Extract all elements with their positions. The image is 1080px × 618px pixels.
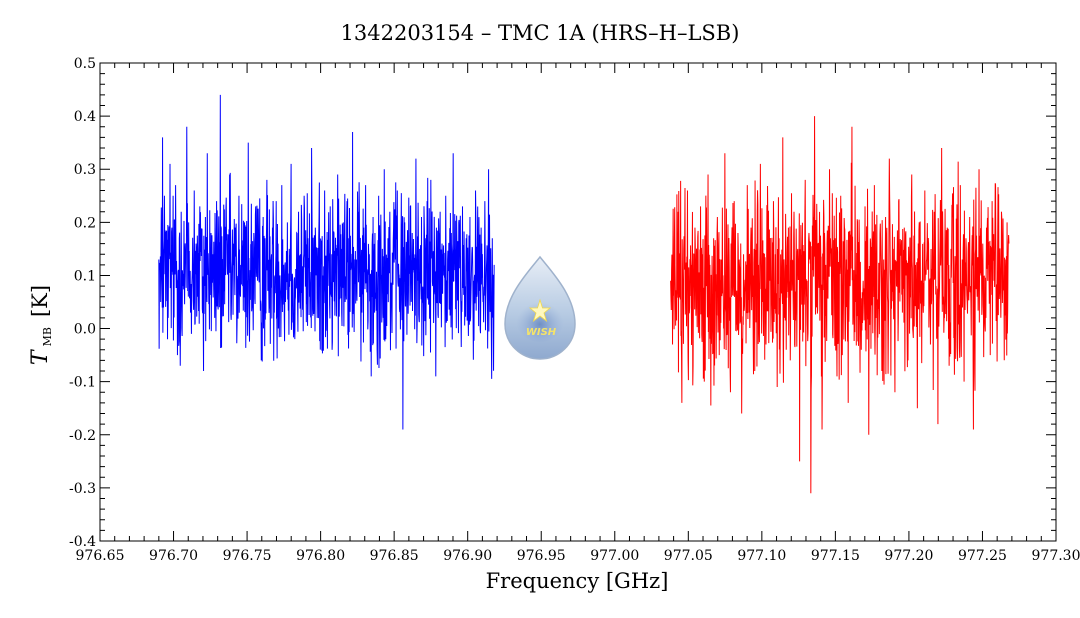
x-tick-label: 977.10: [737, 548, 786, 564]
y-tick-label: -0.1: [69, 375, 96, 391]
tick-marks: [99, 62, 1057, 542]
y-axis-unit: [K]: [28, 285, 52, 317]
x-axis-label: Frequency [GHz]: [486, 569, 669, 593]
series-line-2: [670, 116, 1010, 494]
x-tick-label: 976.65: [76, 548, 125, 564]
x-tick-label: 977.25: [958, 548, 1007, 564]
wish-droplet-core: [516, 298, 564, 342]
y-tick-label: -0.2: [69, 428, 96, 444]
x-tick-label: 976.75: [223, 548, 272, 564]
wish-logo-text: WISH: [526, 327, 557, 338]
x-tick-label: 976.70: [149, 548, 198, 564]
star-icon: [528, 298, 552, 323]
x-tick-label: 976.95: [517, 548, 566, 564]
series-line-1: [158, 94, 495, 430]
y-tick-labels: 0.5 0.4 0.3 0.2 0.1 0.0 -0.1 -0.2 -0.3 -0.4: [69, 56, 96, 550]
wish-logo: WISH: [504, 255, 576, 360]
y-tick-label: 0.0: [74, 322, 96, 338]
x-tick-label: 977.05: [664, 548, 713, 564]
y-axis-subscript: MB: [41, 327, 54, 346]
y-axis-symbol: T: [28, 348, 53, 365]
x-tick-label: 977.15: [811, 548, 860, 564]
x-tick-label: 976.80: [296, 548, 345, 564]
x-tick-label: 977.00: [590, 548, 639, 564]
y-tick-label: 0.4: [74, 109, 96, 125]
plot-frame: [99, 62, 1057, 542]
x-tick-label: 977.30: [1032, 548, 1080, 564]
svg-text:T MB [K]: T MB [K]: [28, 285, 55, 365]
y-tick-label: 0.5: [74, 56, 96, 72]
y-tick-label: 0.3: [74, 162, 96, 178]
series-layer: [158, 94, 1010, 494]
y-tick-label: 0.1: [74, 268, 96, 284]
x-tick-labels: 976.65 976.70 976.75 976.80 976.85 976.90 976.…: [76, 548, 1080, 564]
y-tick-label: 0.2: [74, 215, 96, 231]
x-tick-label: 976.90: [443, 548, 492, 564]
x-tick-label: 977.20: [884, 548, 933, 564]
y-tick-label: -0.3: [69, 481, 96, 497]
y-axis-label: T MB [K]: [28, 285, 55, 365]
y-tick-label: -0.4: [69, 534, 96, 550]
axis-ticks: [99, 62, 1057, 542]
x-tick-label: 976.85: [370, 548, 419, 564]
chart-title: 1342203154 – TMC 1A (HRS–H–LSB): [341, 21, 740, 45]
